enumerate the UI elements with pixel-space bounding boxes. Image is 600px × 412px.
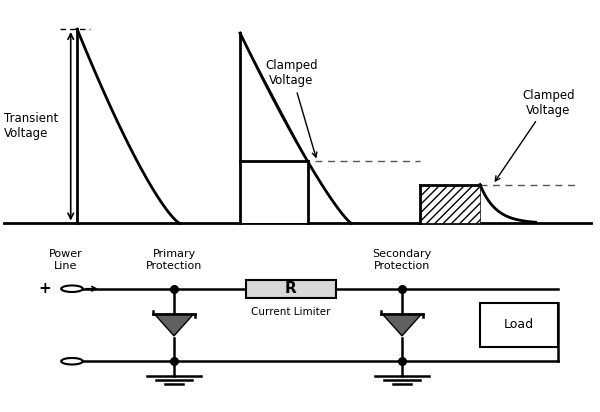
Polygon shape [240,33,308,161]
Text: Current Limiter: Current Limiter [251,307,331,317]
Polygon shape [154,314,193,336]
Text: Load: Load [504,318,534,332]
Text: Secondary
Protection: Secondary Protection [373,249,431,271]
Polygon shape [420,185,480,223]
Text: Clamped
Voltage: Clamped Voltage [495,89,575,181]
Circle shape [61,286,83,292]
Text: +: + [38,281,51,296]
Circle shape [61,358,83,365]
FancyBboxPatch shape [246,280,336,298]
Polygon shape [240,161,308,223]
Text: Primary
Protection: Primary Protection [146,249,202,271]
Text: Clamped
Voltage: Clamped Voltage [265,59,318,157]
Text: Transient
Voltage: Transient Voltage [4,112,59,140]
Bar [480,303,558,347]
Text: Power
Line: Power Line [49,249,83,271]
Polygon shape [383,314,421,336]
Text: R: R [285,281,297,296]
